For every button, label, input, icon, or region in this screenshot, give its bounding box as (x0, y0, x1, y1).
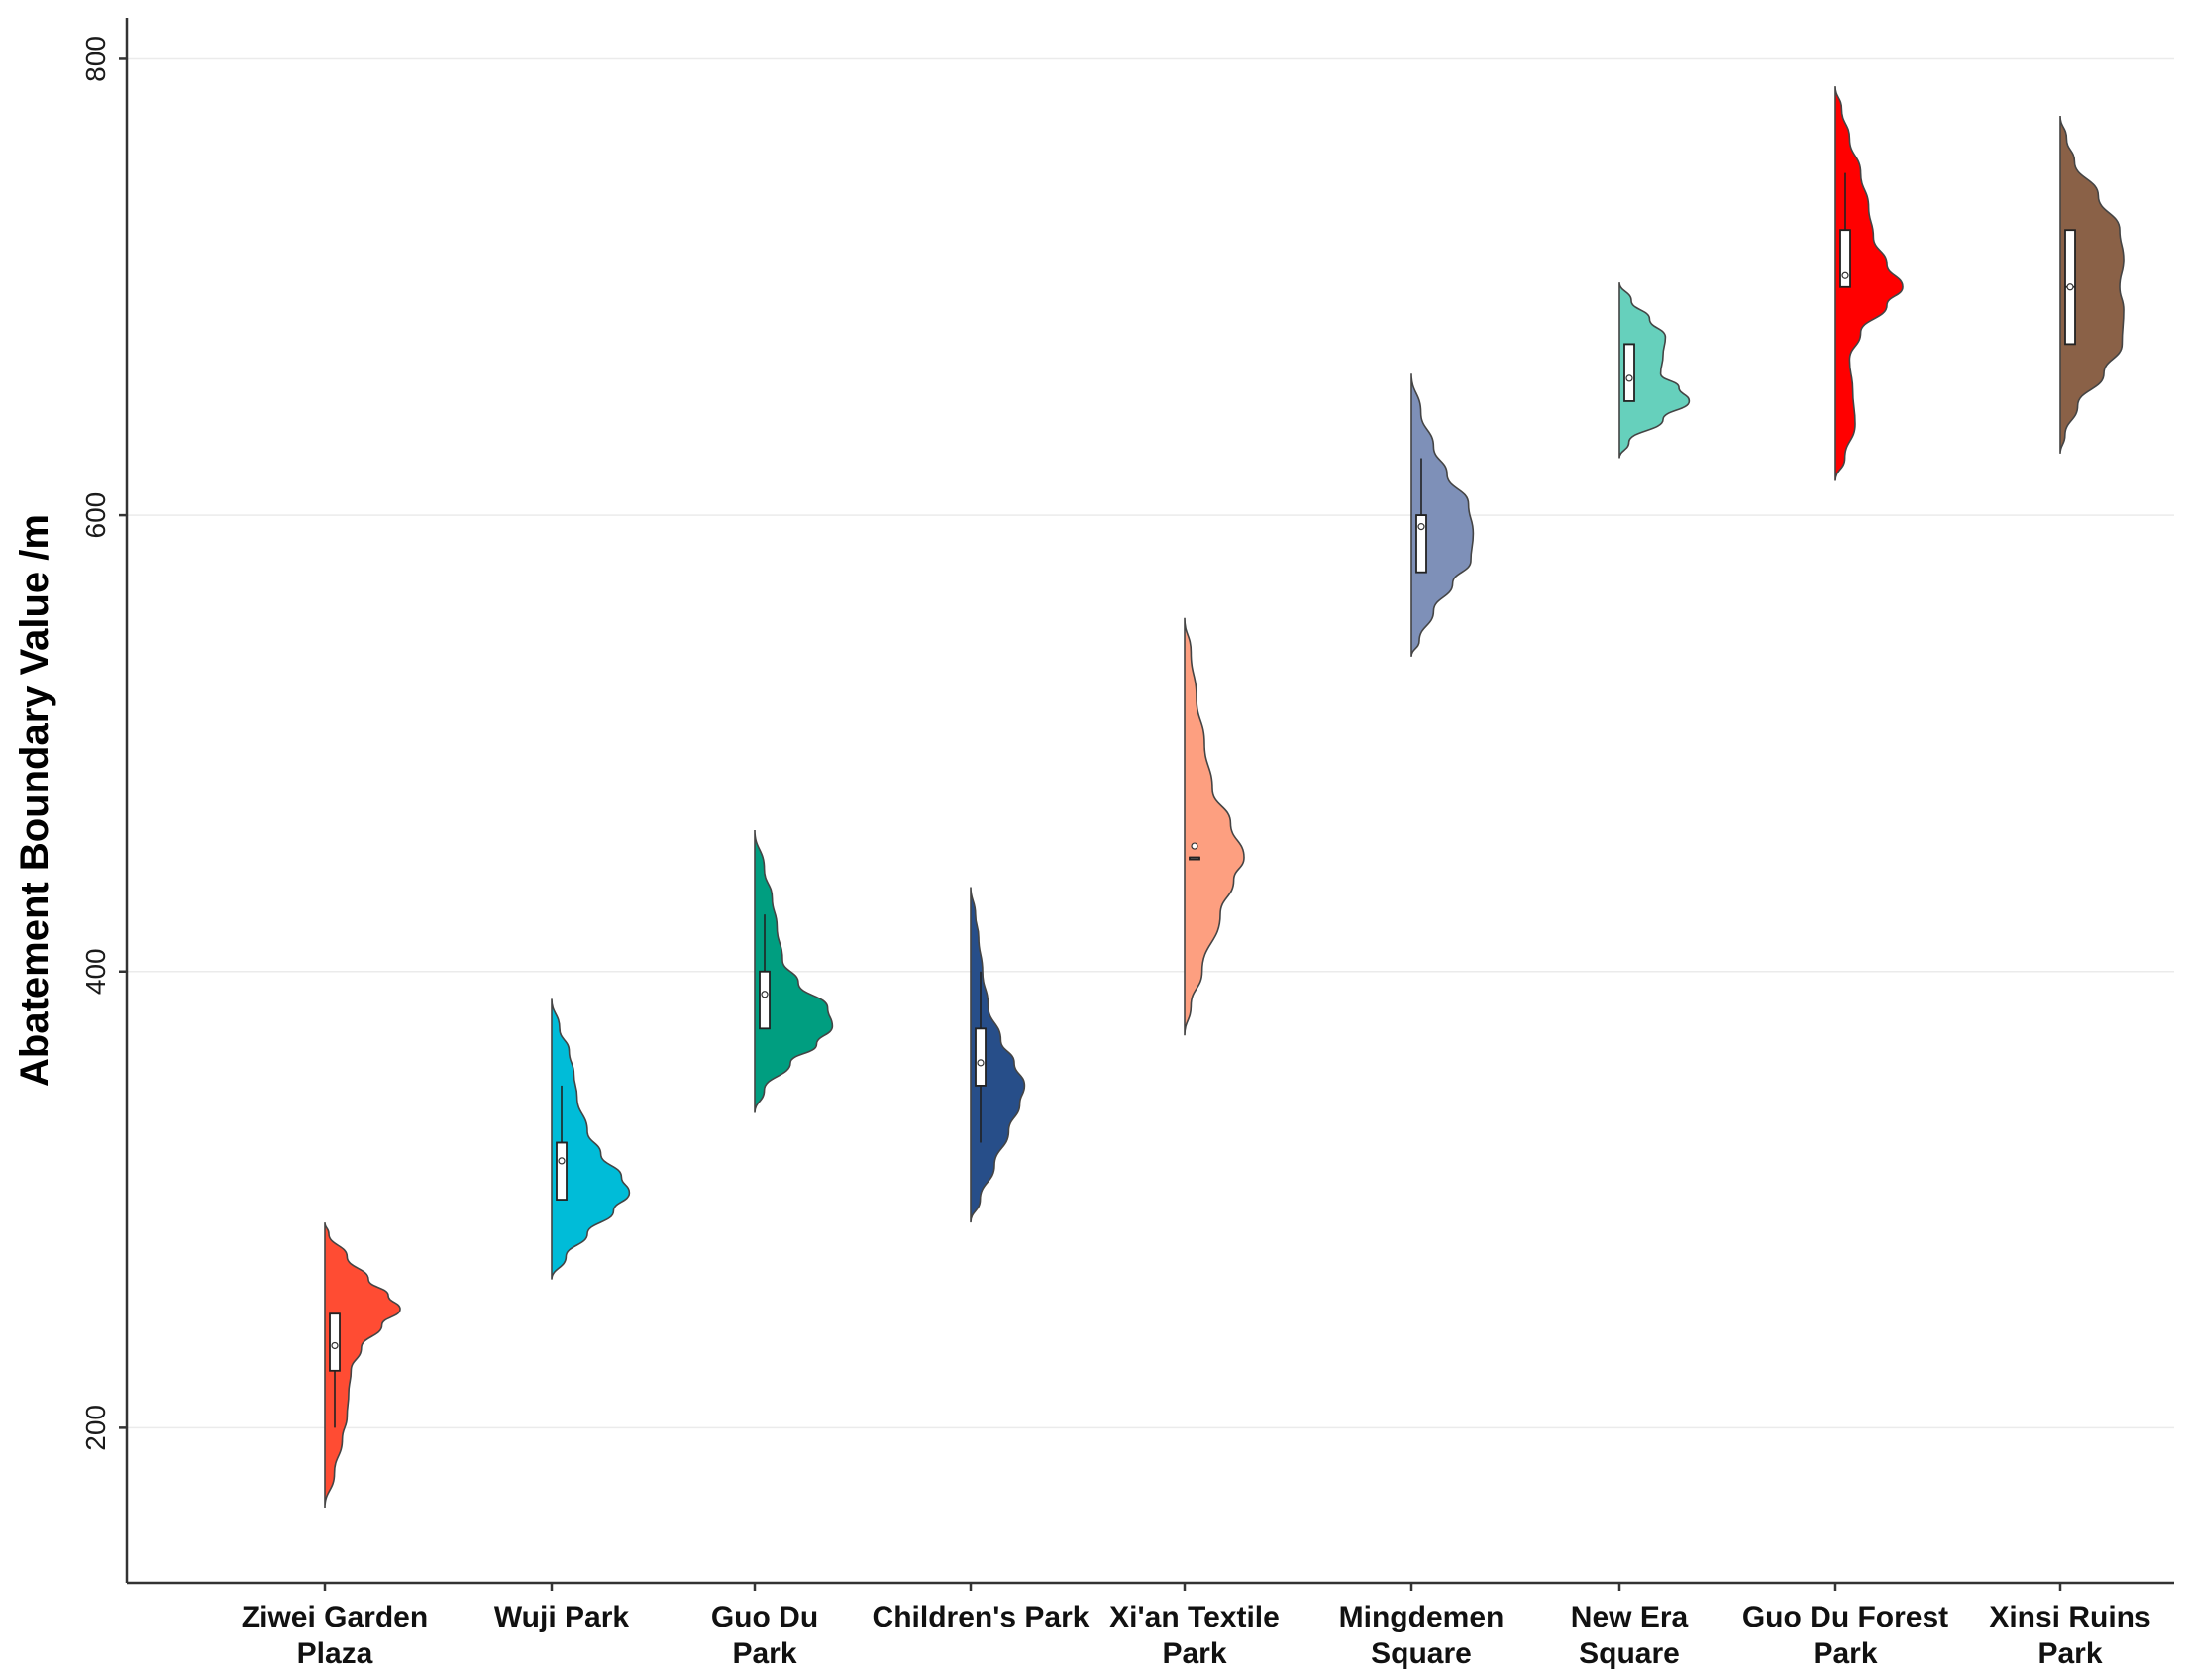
x-category-label: Xi'an Textile Park (1109, 1601, 1280, 1670)
violin-layer (324, 86, 2125, 1508)
x-category-label-line: Park (1813, 1637, 1877, 1670)
x-category-label: New Era Square (1571, 1601, 1689, 1670)
mean-point (2066, 283, 2074, 291)
x-category-label: Wuji Park (494, 1601, 629, 1633)
violin-group (754, 829, 834, 1113)
mean-point (1417, 523, 1425, 531)
x-category-label-line: Xi'an Textile (1109, 1601, 1280, 1633)
violin-shape (1184, 617, 1245, 1036)
x-category-label-line: Park (732, 1637, 796, 1670)
violin-group (970, 887, 1026, 1223)
box-rect (975, 1027, 987, 1087)
mean-point (331, 1341, 339, 1350)
violin-group (1618, 282, 1691, 459)
mean-point (761, 991, 769, 998)
x-category-label-line: Children's Park (873, 1601, 1090, 1633)
violin-group (324, 1222, 401, 1508)
mean-point (1191, 842, 1198, 850)
mean-point (1625, 374, 1633, 382)
violin-group (551, 998, 631, 1280)
violin-group (1410, 373, 1475, 657)
violin-group (2059, 116, 2125, 454)
mean-point (558, 1157, 566, 1165)
box-rect (1623, 343, 1635, 402)
x-category-label-line: Xinsi Ruins (1989, 1601, 2150, 1633)
x-category-label: Guo Du Forest Park (1742, 1601, 1948, 1670)
x-category-label-line: Park (2037, 1637, 2102, 1670)
y-axis-title: Abatement Boundary Value /m (13, 514, 56, 1087)
x-category-label-line: Plaza (297, 1637, 373, 1670)
x-category-label-line: Square (1579, 1637, 1680, 1670)
x-category-label-line: Mingdemen (1339, 1601, 1505, 1633)
y-tick-label: 200 (80, 1405, 111, 1451)
x-category-label: Guo Du Park (711, 1601, 818, 1670)
box-rect (759, 970, 771, 1030)
violin-shape (970, 887, 1026, 1223)
mean-point (1841, 271, 1849, 279)
x-category-label-line: Ziwei Garden (242, 1601, 428, 1633)
violin-shape (1618, 282, 1691, 459)
axis-layer (125, 18, 2174, 1585)
x-category-label: Xinsi Ruins Park (1989, 1601, 2150, 1670)
violin-group (1184, 617, 1245, 1036)
violin-shape (551, 998, 631, 1280)
x-category-label-line: New Era (1571, 1601, 1689, 1633)
grid-layer (127, 57, 2174, 1429)
violin-shape (2059, 116, 2125, 454)
mean-point (977, 1059, 985, 1067)
violin-shape (1834, 86, 1904, 481)
x-category-label-line: Wuji Park (494, 1601, 629, 1633)
x-category-label-line: Guo Du (711, 1601, 818, 1633)
y-tick-label: 800 (80, 36, 111, 82)
x-category-label: Mingdemen Square (1339, 1601, 1505, 1670)
violin-shape (324, 1222, 401, 1508)
y-tick-label: 600 (80, 492, 111, 539)
violin-group (1834, 86, 1904, 481)
y-tick-label: 400 (80, 948, 111, 995)
violin-shape (1410, 373, 1475, 657)
x-category-label: Children's Park (873, 1601, 1090, 1633)
x-category-label: Ziwei Garden Plaza (242, 1601, 428, 1670)
x-category-label-line: Square (1371, 1637, 1472, 1670)
box-rect (556, 1141, 568, 1201)
label-layer: 200 400 600 800 Ziwei Garden Plaza Wuji Park Gu… (80, 36, 2151, 1670)
violin-shape (754, 829, 834, 1113)
x-category-label-line: Guo Du Forest (1742, 1601, 1948, 1633)
x-category-label-line: Park (1162, 1637, 1226, 1670)
